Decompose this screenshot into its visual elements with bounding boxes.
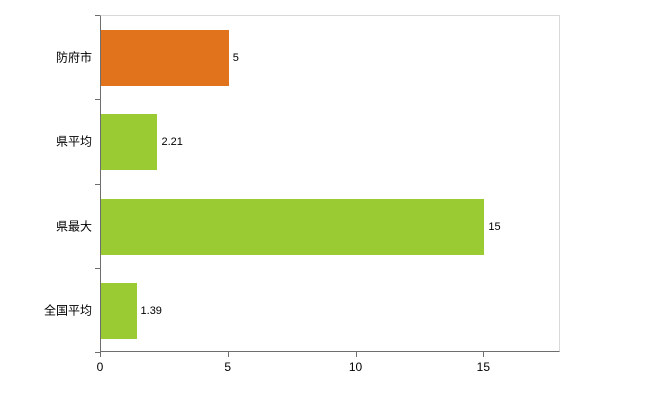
plot-area: 5 2.21 15 1.39 xyxy=(100,15,560,352)
y-axis-tick xyxy=(95,352,100,353)
x-axis-tick xyxy=(227,352,229,357)
bar-value-label: 2.21 xyxy=(161,136,183,149)
bar xyxy=(101,198,485,255)
x-axis-tick-label: 5 xyxy=(224,360,232,374)
bar xyxy=(101,114,158,171)
bar-value-label: 5 xyxy=(232,52,239,65)
x-axis-tick-label: 0 xyxy=(96,360,104,374)
category-label: 県平均 xyxy=(55,134,92,149)
y-axis-tick xyxy=(95,184,100,185)
x-axis-tick xyxy=(355,352,357,357)
x-axis-tick xyxy=(100,352,101,357)
x-axis-tick xyxy=(483,352,485,357)
x-axis-tick-label: 15 xyxy=(476,360,491,374)
y-axis-tick xyxy=(95,15,100,16)
category-label: 県最大 xyxy=(55,219,92,234)
bar xyxy=(101,282,137,339)
bar-value-label: 1.39 xyxy=(140,304,162,317)
bar xyxy=(101,30,229,87)
x-axis-tick-label: 10 xyxy=(348,360,363,374)
bar-value-label: 15 xyxy=(488,220,501,233)
y-axis-tick xyxy=(95,268,100,269)
category-label: 全国平均 xyxy=(43,303,92,318)
y-axis-tick xyxy=(95,99,100,100)
category-label: 防府市 xyxy=(55,50,92,65)
